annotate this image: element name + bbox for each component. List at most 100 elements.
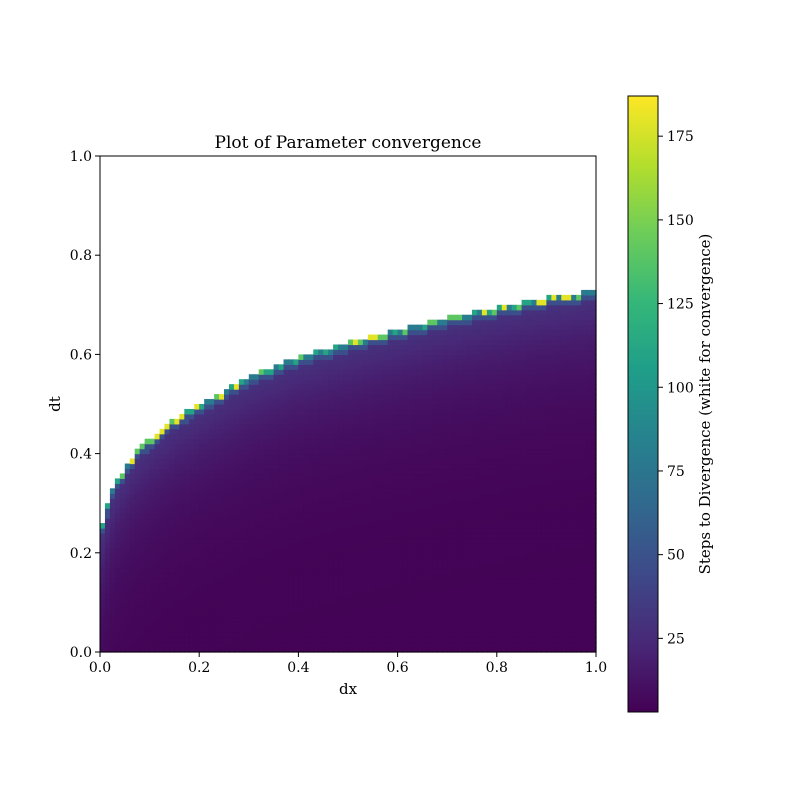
heatmap-cell: [367, 552, 374, 559]
heatmap-cell: [352, 394, 359, 400]
heatmap-cell: [348, 528, 354, 534]
heatmap-cell: [367, 577, 374, 584]
heatmap-cell: [387, 379, 394, 385]
heatmap-cells: [100, 289, 597, 653]
heatmap-cell: [447, 508, 453, 514]
heatmap-cell: [333, 428, 339, 435]
heatmap-cell: [486, 637, 493, 643]
heatmap-cell: [283, 413, 290, 420]
heatmap-cell: [313, 627, 319, 633]
heatmap-cell: [362, 453, 369, 460]
heatmap-cell: [323, 537, 329, 544]
heatmap-cell: [228, 587, 235, 594]
heatmap-cell: [392, 557, 399, 564]
heatmap-cell: [154, 547, 161, 554]
heatmap-cell: [462, 344, 468, 351]
heatmap-cell: [407, 443, 414, 450]
heatmap-cell: [224, 508, 230, 514]
heatmap-cell: [199, 503, 205, 509]
heatmap-cell: [313, 642, 319, 648]
heatmap-cell: [109, 542, 116, 549]
heatmap-cell: [159, 577, 166, 584]
heatmap-cell: [114, 547, 121, 554]
heatmap-cell: [397, 567, 404, 574]
heatmap-cell: [189, 577, 195, 584]
heatmap-cell: [472, 458, 478, 465]
heatmap-cell: [174, 562, 180, 569]
heatmap-cell: [397, 518, 404, 524]
heatmap-cell: [457, 647, 463, 653]
heatmap-cell: [357, 547, 364, 554]
heatmap-cell: [392, 433, 399, 440]
heatmap-cell: [100, 647, 106, 653]
heatmap-cell: [278, 438, 285, 445]
heatmap-cell: [298, 448, 304, 455]
heatmap-cell: [328, 622, 334, 628]
heatmap-cell: [233, 592, 240, 599]
heatmap-cell: [119, 523, 126, 529]
heatmap-cell: [288, 453, 295, 460]
heatmap-cell: [144, 572, 151, 579]
heatmap-cell: [238, 478, 245, 484]
heatmap-cell: [313, 463, 319, 470]
heatmap-cell: [402, 647, 409, 653]
heatmap-cell: [362, 602, 369, 608]
heatmap-cell: [417, 582, 423, 589]
heatmap-cell: [129, 498, 136, 504]
heatmap-cell: [139, 637, 146, 643]
heatmap-cell: [174, 503, 180, 509]
heatmap-cell: [343, 379, 349, 385]
heatmap-cell: [258, 394, 265, 400]
heatmap-cell: [243, 642, 250, 648]
heatmap-cell: [268, 617, 275, 623]
heatmap-cell: [194, 453, 200, 460]
heatmap-cell: [323, 448, 329, 455]
heatmap-cell: [338, 572, 344, 579]
heatmap-cell: [308, 552, 314, 559]
heatmap-cell: [124, 493, 131, 499]
heatmap-cell: [516, 612, 523, 618]
heatmap-cell: [204, 483, 210, 489]
heatmap-cell: [462, 523, 468, 529]
heatmap-cell: [427, 344, 433, 351]
heatmap-cell: [303, 632, 309, 638]
heatmap-cell: [437, 329, 443, 336]
heatmap-cell: [209, 597, 215, 603]
heatmap-cell: [318, 443, 324, 450]
heatmap-cell: [214, 542, 220, 549]
heatmap-cell: [417, 557, 423, 564]
heatmap-cell: [382, 488, 389, 494]
heatmap-cell: [422, 448, 428, 455]
heatmap-cell: [214, 577, 220, 584]
heatmap-cell: [199, 567, 205, 574]
heatmap-cell: [437, 567, 443, 574]
heatmap-cell: [427, 473, 433, 479]
heatmap-cell: [184, 602, 190, 608]
heatmap-cell: [328, 498, 334, 504]
heatmap-cell: [392, 523, 399, 529]
heatmap-cell: [209, 572, 215, 579]
heatmap-cell: [219, 493, 225, 499]
heatmap-cell: [338, 592, 344, 599]
heatmap-cell: [288, 458, 295, 465]
heatmap-cell: [496, 532, 503, 539]
heatmap-cell: [308, 632, 314, 638]
heatmap-cell: [457, 612, 463, 618]
heatmap-cell: [169, 423, 175, 430]
heatmap-cell: [119, 627, 126, 633]
heatmap-cell: [214, 523, 220, 529]
heatmap-cell: [308, 483, 314, 489]
heatmap-cell: [298, 478, 304, 484]
heatmap-cell: [243, 542, 250, 549]
heatmap-cell: [184, 537, 190, 544]
heatmap-cell: [283, 369, 290, 375]
heatmap-cell: [476, 379, 483, 385]
heatmap-cell: [100, 532, 106, 539]
heatmap-cell: [382, 602, 389, 608]
heatmap-cell: [402, 627, 409, 633]
heatmap-cell: [129, 508, 136, 514]
heatmap-cell: [124, 582, 131, 589]
heatmap-cell: [119, 617, 126, 623]
heatmap-cell: [333, 542, 339, 549]
heatmap-cell: [486, 344, 493, 351]
